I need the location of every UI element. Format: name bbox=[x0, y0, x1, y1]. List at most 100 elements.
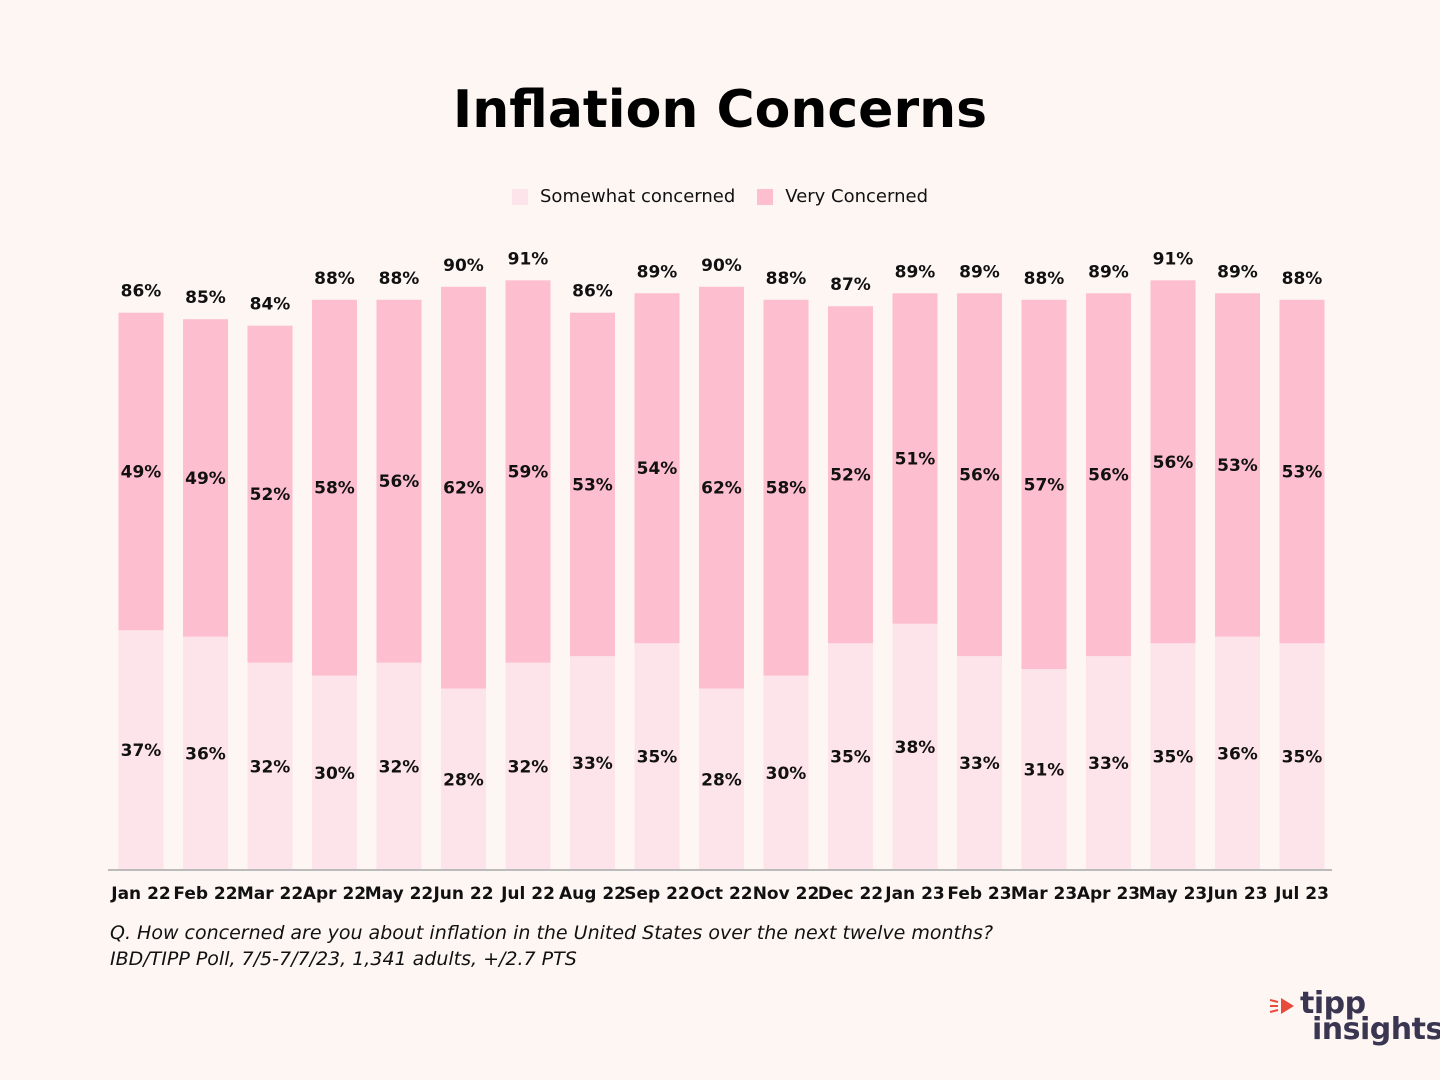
data-label-somewhat-0: 37% bbox=[121, 741, 162, 761]
data-label-somewhat-2: 32% bbox=[250, 757, 291, 777]
bar-very-4 bbox=[376, 299, 422, 663]
bar-very-3 bbox=[312, 299, 357, 676]
logo-arrow-icon bbox=[1269, 998, 1294, 1014]
bar-very-5 bbox=[441, 286, 486, 689]
data-label-total-16: 91% bbox=[1153, 249, 1194, 269]
data-label-very-12: 51% bbox=[895, 450, 936, 470]
bar-very-13 bbox=[957, 293, 1002, 657]
x-tick-label-18: Jul 23 bbox=[1274, 884, 1329, 904]
data-label-somewhat-13: 33% bbox=[959, 754, 1000, 774]
x-tick-label-4: May 22 bbox=[365, 884, 434, 904]
x-tick-label-12: Jan 23 bbox=[884, 884, 944, 904]
bar-somewhat-9 bbox=[699, 688, 744, 870]
logo-text-insights: insights bbox=[1312, 1012, 1440, 1047]
legend-item-very: Very Concerned bbox=[757, 186, 928, 207]
data-label-somewhat-14: 31% bbox=[1024, 761, 1065, 781]
x-tick-label-6: Jul 22 bbox=[500, 884, 555, 904]
bar-very-17 bbox=[1215, 293, 1260, 637]
data-label-somewhat-6: 32% bbox=[508, 757, 549, 777]
data-label-very-3: 58% bbox=[314, 479, 355, 499]
x-tick-label-2: Mar 22 bbox=[237, 884, 303, 904]
data-label-somewhat-8: 35% bbox=[637, 748, 678, 768]
data-label-total-18: 88% bbox=[1282, 269, 1323, 289]
bar-very-12 bbox=[892, 293, 938, 624]
data-label-total-2: 84% bbox=[250, 295, 291, 315]
bar-somewhat-14 bbox=[1021, 669, 1067, 870]
data-label-very-7: 53% bbox=[572, 475, 613, 495]
x-tick-label-3: Apr 22 bbox=[303, 884, 366, 904]
data-label-total-14: 88% bbox=[1024, 269, 1065, 289]
bar-very-2 bbox=[247, 325, 293, 663]
bar-somewhat-1 bbox=[183, 636, 228, 870]
data-label-very-18: 53% bbox=[1282, 462, 1323, 482]
x-tick-label-9: Oct 22 bbox=[690, 884, 752, 904]
data-label-very-13: 56% bbox=[959, 466, 1000, 486]
data-label-very-14: 57% bbox=[1024, 475, 1065, 495]
bar-somewhat-15 bbox=[1086, 656, 1131, 870]
data-label-total-8: 89% bbox=[637, 262, 678, 282]
data-label-total-1: 85% bbox=[185, 288, 226, 308]
bar-very-9 bbox=[699, 286, 744, 689]
data-label-very-0: 49% bbox=[121, 462, 162, 482]
bar-somewhat-5 bbox=[441, 688, 486, 870]
bar-somewhat-3 bbox=[312, 675, 357, 870]
data-label-somewhat-11: 35% bbox=[830, 748, 871, 768]
data-label-somewhat-17: 36% bbox=[1217, 744, 1258, 764]
data-label-very-11: 52% bbox=[830, 466, 871, 486]
data-label-very-2: 52% bbox=[250, 485, 291, 505]
x-tick-label-5: Jun 22 bbox=[432, 884, 493, 904]
data-label-somewhat-9: 28% bbox=[701, 770, 742, 790]
x-tick-label-17: Jun 23 bbox=[1206, 884, 1267, 904]
data-label-somewhat-1: 36% bbox=[185, 744, 226, 764]
data-label-total-4: 88% bbox=[379, 269, 420, 289]
data-label-total-3: 88% bbox=[314, 269, 355, 289]
x-tick-label-11: Dec 22 bbox=[818, 884, 883, 904]
footnote-source: IBD/TIPP Poll, 7/5-7/7/23, 1,341 adults,… bbox=[110, 948, 577, 970]
data-label-somewhat-10: 30% bbox=[766, 764, 807, 784]
data-label-somewhat-18: 35% bbox=[1282, 748, 1323, 768]
data-label-very-10: 58% bbox=[766, 479, 807, 499]
data-label-total-17: 89% bbox=[1217, 262, 1258, 282]
x-tick-label-14: Mar 23 bbox=[1011, 884, 1077, 904]
x-tick-label-7: Aug 22 bbox=[559, 884, 626, 904]
data-label-total-0: 86% bbox=[121, 282, 162, 302]
bar-somewhat-10 bbox=[763, 675, 809, 870]
chart-title: Inflation Concerns bbox=[452, 80, 988, 140]
data-label-total-10: 88% bbox=[766, 269, 807, 289]
legend-item-somewhat: Somewhat concerned bbox=[512, 186, 735, 207]
bar-somewhat-13 bbox=[957, 656, 1002, 870]
data-label-total-12: 89% bbox=[895, 262, 936, 282]
bar-very-16 bbox=[1150, 280, 1196, 644]
data-label-total-15: 89% bbox=[1088, 262, 1129, 282]
data-label-very-1: 49% bbox=[185, 469, 226, 489]
bar-somewhat-16 bbox=[1150, 643, 1196, 870]
bar-somewhat-7 bbox=[570, 656, 615, 870]
legend-swatch-very bbox=[757, 188, 774, 205]
data-label-somewhat-5: 28% bbox=[443, 770, 484, 790]
data-label-somewhat-12: 38% bbox=[895, 738, 936, 758]
data-label-total-13: 89% bbox=[959, 262, 1000, 282]
footnote-question: Q. How concerned are you about inflation… bbox=[110, 922, 994, 944]
data-label-very-6: 59% bbox=[508, 462, 549, 482]
bar-somewhat-17 bbox=[1215, 636, 1260, 870]
x-tick-label-8: Sep 22 bbox=[624, 884, 690, 904]
data-label-very-4: 56% bbox=[379, 472, 420, 492]
bar-very-18 bbox=[1279, 299, 1325, 644]
bar-very-10 bbox=[763, 299, 809, 676]
bar-very-7 bbox=[570, 312, 615, 657]
data-label-total-9: 90% bbox=[701, 256, 742, 276]
data-label-very-17: 53% bbox=[1217, 456, 1258, 476]
logo-text-tipp: tipp bbox=[1300, 986, 1366, 1021]
data-label-total-7: 86% bbox=[572, 282, 613, 302]
bar-somewhat-4 bbox=[376, 662, 422, 870]
data-label-somewhat-15: 33% bbox=[1088, 754, 1129, 774]
data-label-somewhat-16: 35% bbox=[1153, 748, 1194, 768]
data-label-very-8: 54% bbox=[637, 459, 678, 479]
bar-very-1 bbox=[183, 319, 228, 637]
bar-somewhat-11 bbox=[828, 643, 873, 870]
data-label-somewhat-3: 30% bbox=[314, 764, 355, 784]
legend: Somewhat concerned Very Concerned bbox=[0, 186, 1440, 207]
data-label-very-16: 56% bbox=[1153, 453, 1194, 473]
x-tick-label-0: Jan 22 bbox=[110, 884, 170, 904]
data-label-total-11: 87% bbox=[830, 275, 871, 295]
